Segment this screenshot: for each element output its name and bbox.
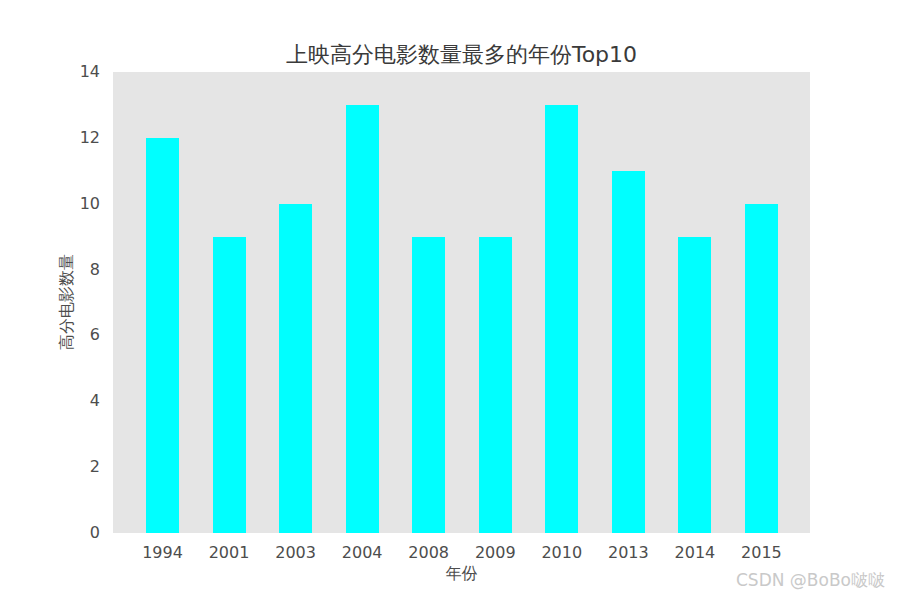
y-tick-8: 8 xyxy=(0,261,100,279)
bar-2014 xyxy=(678,237,711,533)
figure-root: 上映高分电影数量最多的年份Top10 0 2 4 6 8 10 12 14 1994 2001 2… xyxy=(0,0,900,600)
x-axis-label: 年份 xyxy=(113,564,810,585)
chart-title: 上映高分电影数量最多的年份Top10 xyxy=(113,40,810,70)
x-tick-2003: 2003 xyxy=(275,543,316,562)
bar-2001 xyxy=(213,237,246,533)
plot-area xyxy=(113,72,810,533)
bar-2004 xyxy=(346,105,379,533)
bar-1994 xyxy=(146,138,179,533)
y-tick-12: 12 xyxy=(0,129,100,147)
x-tick-2013: 2013 xyxy=(608,543,649,562)
x-tick-2004: 2004 xyxy=(342,543,383,562)
y-tick-0: 0 xyxy=(0,524,100,542)
y-axis-label: 高分电影数量 xyxy=(57,254,78,350)
y-tick-2: 2 xyxy=(0,458,100,476)
x-tick-2014: 2014 xyxy=(675,543,716,562)
bar-2008 xyxy=(412,237,445,533)
x-tick-2015: 2015 xyxy=(741,543,782,562)
x-tick-2010: 2010 xyxy=(541,543,582,562)
bar-2010 xyxy=(545,105,578,533)
x-tick-2009: 2009 xyxy=(475,543,516,562)
y-tick-4: 4 xyxy=(0,392,100,410)
bar-2003 xyxy=(279,204,312,533)
x-tick-1994: 1994 xyxy=(142,543,183,562)
x-tick-2008: 2008 xyxy=(408,543,449,562)
bar-2013 xyxy=(612,171,645,533)
watermark: CSDN @BoBo啵啵 xyxy=(736,569,885,592)
bar-2015 xyxy=(745,204,778,533)
y-tick-14: 14 xyxy=(0,63,100,81)
y-tick-6: 6 xyxy=(0,326,100,344)
bar-2009 xyxy=(479,237,512,533)
y-tick-10: 10 xyxy=(0,195,100,213)
x-tick-2001: 2001 xyxy=(209,543,250,562)
